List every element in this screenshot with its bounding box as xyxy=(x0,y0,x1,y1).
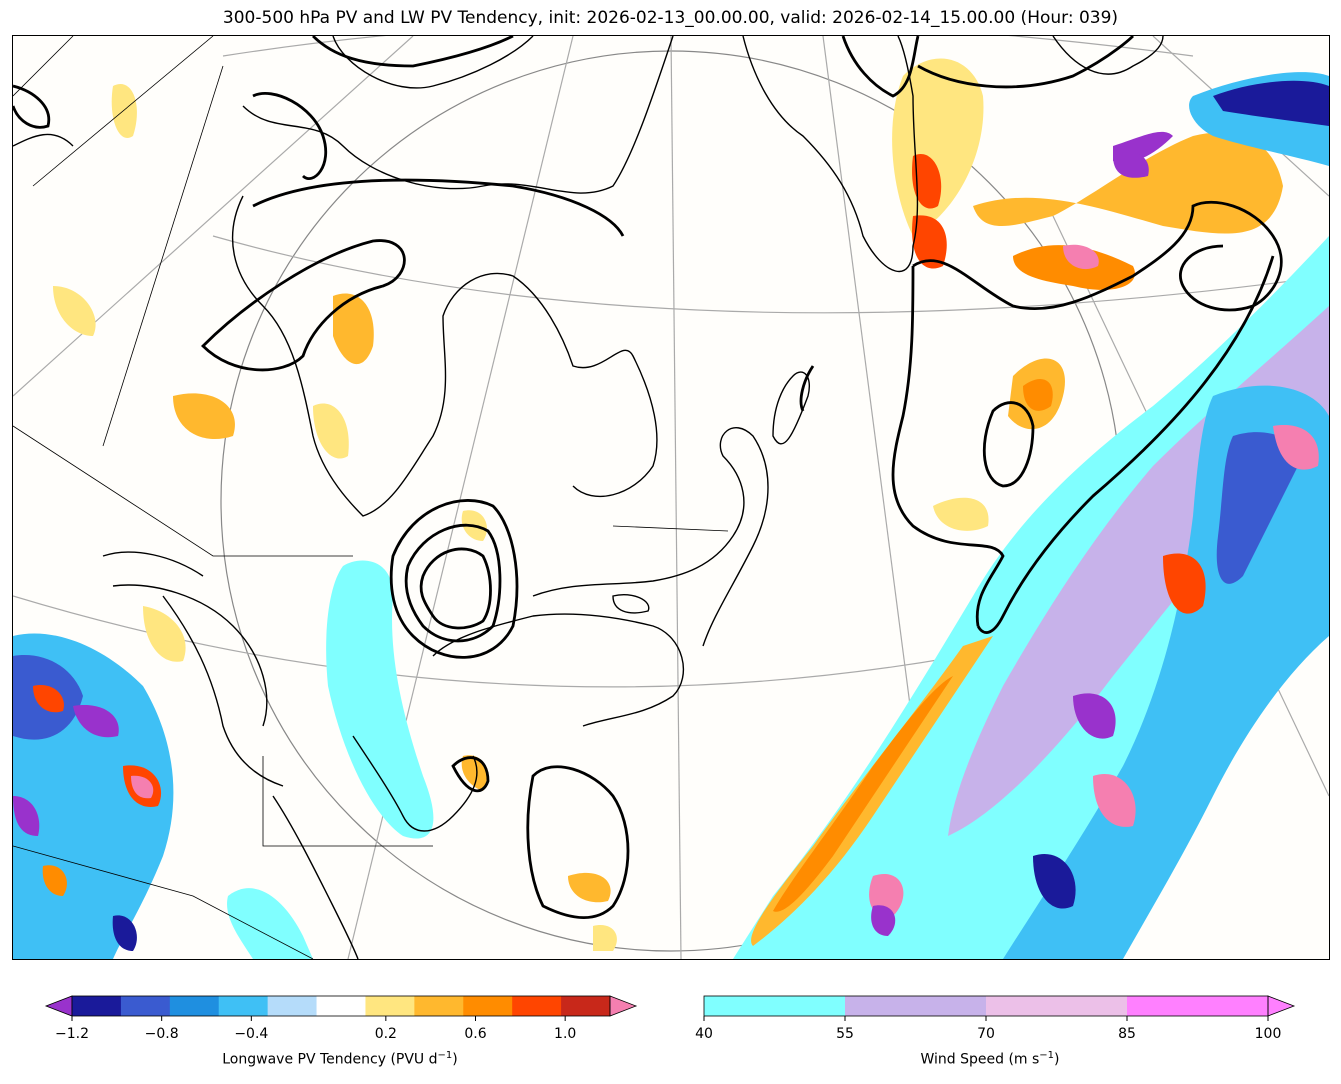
graticule-meridian-1 xyxy=(670,36,682,959)
figure-title: 300-500 hPa PV and LW PV Tendency, init:… xyxy=(222,8,1119,28)
colorbar-pv-over-triangle xyxy=(609,995,638,1017)
colorbar-wind-speed-label-sup: −1 xyxy=(1039,1050,1055,1061)
colorbar-wind-bin xyxy=(1127,996,1269,1016)
colorbar-pv-tick-label: 1.0 xyxy=(554,1026,576,1042)
colorbar-wind-speed-label: Wind Speed (m s−1) xyxy=(690,1050,1290,1068)
pv-contours xyxy=(13,36,1283,919)
colorbar-pv-tendency-svg: −1.2 −0.8 −0.4 0.2 0.6 1.0 xyxy=(44,995,638,1042)
graticule-meridian-2 xyxy=(347,36,574,959)
coastlines xyxy=(13,36,1164,959)
colorbar-pv-tick-label: 0.2 xyxy=(375,1026,397,1042)
colorbar-wind-over-triangle xyxy=(1267,995,1296,1017)
colorbar-wind-tick-label: 40 xyxy=(695,1026,713,1042)
colorbar-pv-under-triangle xyxy=(44,995,73,1017)
colorbar-pv-bin xyxy=(561,996,611,1016)
colorbar-pv-frame xyxy=(71,995,611,1017)
map-panel xyxy=(12,35,1330,960)
map-canvas xyxy=(13,36,1329,959)
colorbar-pv-bin xyxy=(414,996,464,1016)
colorbar-pv-bin xyxy=(316,996,366,1016)
colorbar-wind-speed-svg: 40 55 70 85 100 xyxy=(695,995,1296,1042)
colorbar-pv-bin xyxy=(463,996,513,1016)
colorbar-wind-speed-label-end: ) xyxy=(1054,1051,1060,1068)
graticule-meridian-3 xyxy=(13,36,414,397)
colorbar-pv-bin xyxy=(169,996,220,1016)
political-borders xyxy=(13,36,729,959)
colorbar-wind-speed-label-text: Wind Speed (m s xyxy=(920,1051,1040,1068)
colorbar-pv-bin xyxy=(365,996,415,1016)
graticule-latitude-1 xyxy=(212,235,1329,314)
colorbar-pv-bin xyxy=(120,996,171,1016)
colorbar-pv-bin xyxy=(72,996,122,1016)
graticule-latitude-north xyxy=(222,36,1194,57)
colorbar-wind-bin xyxy=(704,996,846,1016)
colorbar-pv-tendency: −1.2 −0.8 −0.4 0.2 0.6 1.0 xyxy=(30,995,650,1056)
colorbar-pv-tendency-label-text: Longwave PV Tendency (PVU d xyxy=(222,1051,438,1068)
colorbar-pv-tick-label: −0.4 xyxy=(234,1026,268,1042)
colorbar-pv-tendency-label: Longwave PV Tendency (PVU d−1) xyxy=(30,1050,650,1068)
colorbar-pv-tendency-label-sup: −1 xyxy=(437,1050,453,1061)
colorbar-pv-tick-label: −0.8 xyxy=(145,1026,179,1042)
colorbar-pv-tendency-label-end: ) xyxy=(452,1051,458,1068)
colorbar-wind-tick-label: 55 xyxy=(836,1026,854,1042)
colorbar-pv-bin xyxy=(218,996,269,1016)
colorbar-wind-tick-label: 100 xyxy=(1255,1026,1282,1042)
colorbar-wind-tick-label: 85 xyxy=(1118,1026,1136,1042)
colorbar-pv-bin xyxy=(267,996,318,1016)
colorbar-pv-tick-label: 0.6 xyxy=(464,1026,486,1042)
colorbar-wind-tick-label: 70 xyxy=(977,1026,995,1042)
colorbar-wind-bin xyxy=(845,996,987,1016)
colorbar-wind-speed: 40 55 70 85 100 xyxy=(690,995,1310,1056)
colorbar-pv-tick-label: −1.2 xyxy=(55,1026,89,1042)
colorbar-pv-bin xyxy=(512,996,562,1016)
pv-tendency-field xyxy=(13,58,1329,959)
colorbar-wind-bin xyxy=(986,996,1128,1016)
